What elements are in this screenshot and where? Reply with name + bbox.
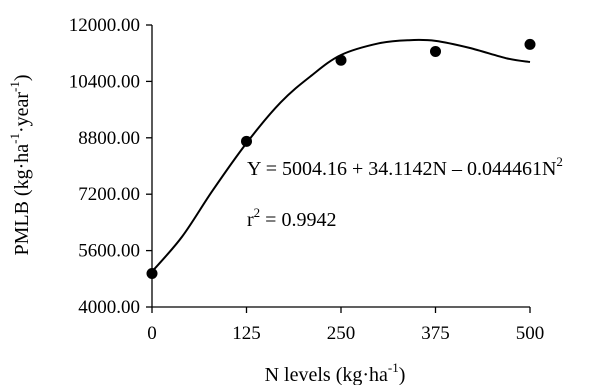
data-point xyxy=(524,38,536,50)
y-tick-label: 5600.00 xyxy=(78,241,140,262)
x-tick-label: 0 xyxy=(147,323,157,344)
data-point xyxy=(146,268,158,280)
x-ticks: 0 125 250 375 500 xyxy=(147,307,544,344)
r-squared-label: r2 = 0.9942 xyxy=(247,205,336,231)
data-point xyxy=(335,54,347,66)
y-tick-label: 12000.00 xyxy=(69,15,140,36)
x-tick-label: 250 xyxy=(327,323,356,344)
data-point xyxy=(241,135,252,147)
x-tick-label: 125 xyxy=(232,323,261,344)
x-axis-title: N levels (kg·ha-1) xyxy=(265,360,406,385)
y-tick-label: 7200.00 xyxy=(78,184,140,205)
y-ticks: 4000.00 5600.00 7200.00 8800.00 10400.00 1200… xyxy=(69,15,152,318)
x-tick-label: 500 xyxy=(516,323,545,344)
data-points xyxy=(146,38,536,280)
equation-label: Y = 5004.16 + 34.1142N – 0.044461N2 xyxy=(247,154,563,180)
y-axis-title: PMLB (kg·ha-1·year-1) xyxy=(7,74,33,255)
data-point xyxy=(430,45,441,57)
y-tick-label: 4000.00 xyxy=(78,297,140,318)
fit-curve xyxy=(151,38,531,273)
y-tick-label: 10400.00 xyxy=(69,71,140,92)
y-tick-label: 8800.00 xyxy=(78,128,140,149)
x-tick-label: 375 xyxy=(421,323,450,344)
